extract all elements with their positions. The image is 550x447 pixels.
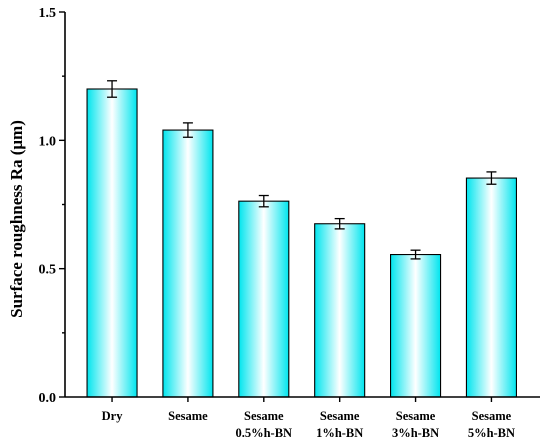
- bar: [162, 129, 214, 398]
- y-axis-title: Surface roughness Ra (μm): [7, 120, 26, 318]
- bars-group: [86, 88, 517, 398]
- x-category-label: Sesame: [472, 409, 512, 423]
- bar: [86, 88, 138, 398]
- x-category-label: 5%h-BN: [468, 426, 515, 440]
- x-category-label: 1%h-BN: [316, 426, 363, 440]
- y-tick-label: 1.5: [39, 6, 57, 21]
- bar: [314, 223, 366, 398]
- bar: [238, 200, 290, 398]
- x-category-label: Sesame: [168, 409, 208, 423]
- y-tick-label: 0.5: [39, 263, 57, 278]
- x-category-label: Dry: [102, 409, 124, 423]
- y-tick-label: 0.0: [39, 391, 57, 406]
- x-category-label: Sesame: [396, 409, 436, 423]
- y-axis-ticks: 0.0 0.5 1.0 1.5: [39, 6, 65, 406]
- x-category-label: Sesame: [320, 409, 360, 423]
- error-bars-group: [107, 80, 497, 260]
- x-category-label: 0.5%h-BN: [235, 426, 292, 440]
- x-category-label: Sesame: [244, 409, 284, 423]
- bar: [390, 254, 442, 398]
- y-tick-label: 1.0: [39, 134, 57, 149]
- bar: [465, 177, 517, 398]
- x-axis-labels: Dry Sesame Sesame 0.5%h-BN Sesame 1%h-BN Sesam…: [102, 397, 515, 440]
- x-category-label: 3%h-BN: [392, 426, 439, 440]
